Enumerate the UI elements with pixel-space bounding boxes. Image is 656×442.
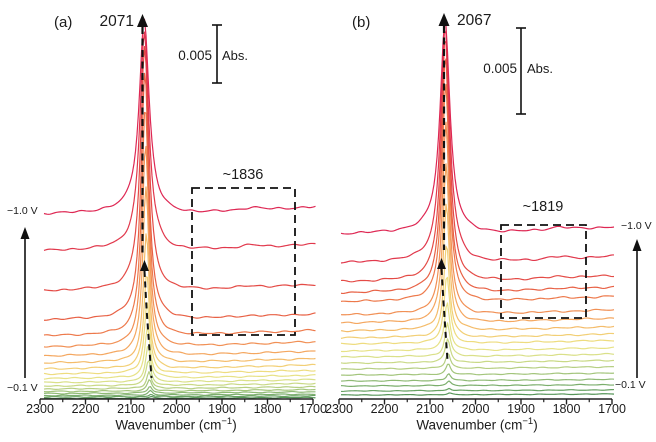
spectrum-trace bbox=[340, 21, 615, 235]
spectrum-trace bbox=[340, 352, 615, 370]
spectrum-trace bbox=[340, 322, 615, 358]
spectrum-trace bbox=[43, 111, 316, 337]
panel-a-label: (a) bbox=[54, 14, 73, 31]
x-tick-label: 2300 bbox=[26, 402, 54, 416]
spectrum-trace bbox=[43, 18, 316, 215]
x-tick-label: 2200 bbox=[370, 402, 399, 416]
spectrum-trace bbox=[340, 84, 615, 303]
spectrum-trace bbox=[43, 302, 316, 376]
spectrum-trace bbox=[340, 302, 615, 353]
x-tick-label: 2100 bbox=[416, 402, 444, 416]
spectrum-trace bbox=[43, 31, 316, 251]
spectrum-trace bbox=[340, 163, 615, 325]
spectrum-trace bbox=[43, 393, 316, 398]
spectrum-trace bbox=[43, 145, 316, 348]
panel-b-scalebar-unit: Abs. bbox=[527, 61, 554, 76]
spectrum-trace bbox=[43, 186, 316, 357]
spectrum-trace bbox=[340, 58, 615, 295]
spectrum-trace bbox=[43, 370, 316, 390]
spectrum-trace bbox=[340, 203, 615, 333]
spectrum-trace bbox=[43, 325, 316, 380]
spectrum-trace bbox=[43, 345, 316, 384]
spectrum-trace bbox=[43, 233, 316, 364]
panel-b-label: (b) bbox=[352, 14, 371, 31]
x-tick-label: 1700 bbox=[299, 402, 327, 416]
spectrum-trace bbox=[43, 385, 316, 395]
potential-arrowhead-icon bbox=[632, 239, 642, 251]
potential-arrowhead-icon bbox=[20, 227, 30, 239]
spectrum-trace bbox=[340, 29, 615, 264]
panel-a-feature-label: ~1836 bbox=[222, 167, 264, 183]
x-tick-label: 1900 bbox=[208, 402, 236, 416]
peak-arrowhead-icon bbox=[438, 13, 450, 26]
spectrum-trace bbox=[43, 360, 316, 387]
x-tick-label: 2100 bbox=[117, 402, 145, 416]
x-tick-label: 1800 bbox=[552, 402, 581, 416]
panel-a-peak-wavenumber: 2071 bbox=[99, 13, 134, 30]
spectrum-trace bbox=[340, 40, 615, 283]
panel-a-potential-top-label: −1.0 V bbox=[7, 205, 38, 217]
panel-a-scalebar-unit: Abs. bbox=[222, 48, 249, 63]
x-tick-label: 2200 bbox=[71, 402, 100, 416]
spectrum-trace bbox=[43, 276, 316, 370]
spectrum-trace bbox=[340, 276, 615, 345]
feature-box bbox=[500, 224, 587, 319]
panel-b-potential-bottom-label: −0.1 V bbox=[615, 379, 646, 391]
panel-a-potential-bottom-label: −0.1 V bbox=[7, 382, 38, 394]
peak-shift-dashed-arrow bbox=[143, 270, 153, 379]
spectrum-trace bbox=[43, 379, 316, 393]
spectrum-trace bbox=[340, 338, 615, 365]
feature-box bbox=[191, 187, 296, 336]
spectrum-trace bbox=[340, 121, 615, 316]
peak-arrowhead-icon bbox=[137, 14, 148, 27]
panel-a-scalebar-value: 0.005 bbox=[178, 48, 212, 63]
peak-shift-dashed-arrow bbox=[440, 268, 449, 361]
spectrum-trace bbox=[340, 380, 615, 388]
x-tick-label: 2300 bbox=[325, 402, 353, 416]
spectrum-trace bbox=[43, 395, 316, 400]
x-tick-label: 1800 bbox=[253, 402, 282, 416]
spectrum-trace bbox=[340, 373, 615, 382]
x-tick-label: 2000 bbox=[162, 402, 191, 416]
panel-b-potential-top-label: −1.0 V bbox=[621, 220, 652, 232]
panel-b-x-axis-title: Wavenumber (cm−1) bbox=[416, 416, 538, 433]
panel-b-feature-label: ~1819 bbox=[522, 199, 564, 215]
panel-a-x-axis-title: Wavenumber (cm−1) bbox=[115, 416, 237, 433]
panel-b-peak-wavenumber: 2067 bbox=[457, 12, 492, 29]
spectrum-trace bbox=[340, 363, 615, 376]
peak-shift-arrowhead-icon bbox=[437, 258, 446, 269]
spectrum-trace bbox=[340, 387, 615, 393]
x-tick-label: 1700 bbox=[598, 402, 626, 416]
spectrum-trace bbox=[340, 392, 615, 396]
panel-b-scalebar-value: 0.005 bbox=[483, 61, 517, 76]
x-tick-label: 2000 bbox=[461, 402, 490, 416]
spectrum-trace bbox=[340, 245, 615, 339]
spectrum-trace bbox=[43, 389, 316, 397]
x-tick-label: 1900 bbox=[507, 402, 535, 416]
spectrum-trace bbox=[43, 72, 316, 321]
spectrum-trace bbox=[43, 45, 316, 292]
peak-shift-arrowhead-icon bbox=[140, 260, 149, 271]
